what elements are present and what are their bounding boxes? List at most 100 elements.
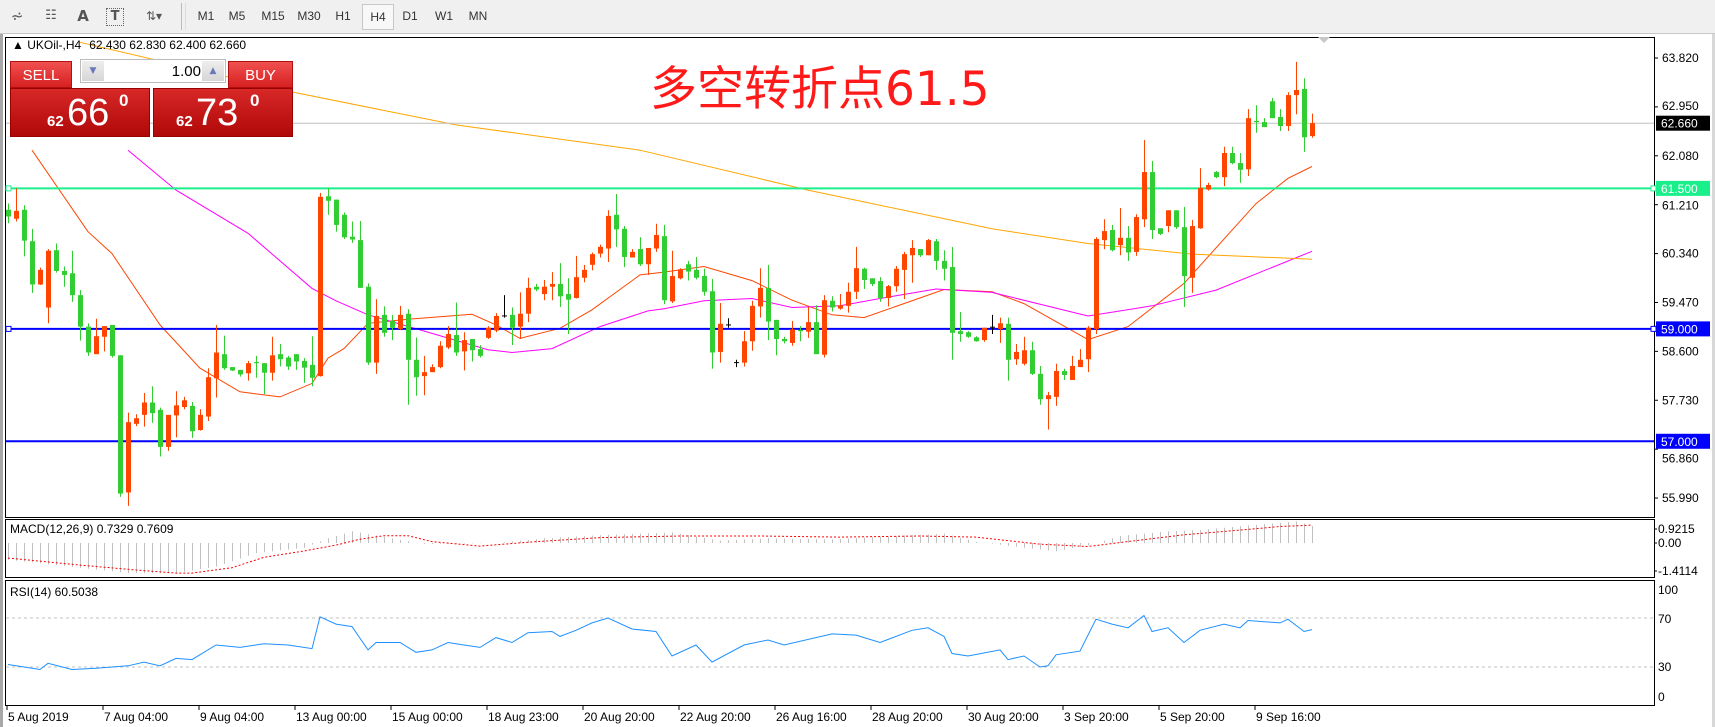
candle[interactable]: [70, 250, 75, 302]
candle[interactable]: [550, 272, 555, 301]
candle[interactable]: [14, 188, 19, 222]
fibonacci-expansion-icon[interactable]: ⩫: [10, 7, 24, 25]
toolbar-grip[interactable]: [185, 3, 186, 30]
candle[interactable]: [1014, 344, 1019, 365]
candle[interactable]: [118, 355, 123, 497]
candle[interactable]: [526, 277, 531, 323]
text-label-icon[interactable]: T: [106, 8, 124, 26]
candle[interactable]: [622, 226, 627, 268]
candle[interactable]: [598, 244, 603, 258]
candle[interactable]: [582, 264, 587, 283]
candle[interactable]: [1278, 109, 1283, 132]
candle[interactable]: [982, 327, 987, 342]
candle[interactable]: [222, 335, 227, 370]
candle[interactable]: [822, 295, 827, 358]
candle[interactable]: [902, 251, 907, 300]
candle[interactable]: [854, 246, 859, 300]
candle[interactable]: [990, 314, 995, 334]
timeframe-m30[interactable]: M30: [297, 9, 321, 23]
candle[interactable]: [150, 386, 155, 423]
candle[interactable]: [62, 266, 67, 287]
candle[interactable]: [678, 268, 683, 280]
timeframe-mn[interactable]: MN: [468, 9, 488, 23]
candle[interactable]: [454, 302, 459, 356]
candle[interactable]: [1030, 341, 1035, 375]
candle[interactable]: [134, 414, 139, 427]
candle[interactable]: [1286, 92, 1291, 132]
candle[interactable]: [310, 336, 315, 387]
candle[interactable]: [710, 278, 715, 369]
candle[interactable]: [878, 277, 883, 302]
candle[interactable]: [1182, 206, 1187, 307]
candle[interactable]: [1110, 224, 1115, 252]
candle[interactable]: [694, 256, 699, 280]
candle[interactable]: [302, 358, 307, 383]
candle[interactable]: [1150, 160, 1155, 239]
candle[interactable]: [326, 188, 331, 215]
timeframe-h4[interactable]: H4: [362, 4, 394, 30]
candle[interactable]: [814, 305, 819, 355]
candle[interactable]: [382, 306, 387, 337]
candle[interactable]: [110, 324, 115, 358]
candle[interactable]: [870, 278, 875, 287]
candle[interactable]: [1246, 109, 1251, 177]
candle[interactable]: [470, 339, 475, 362]
sell-button[interactable]: SELL: [10, 61, 72, 88]
candle[interactable]: [430, 364, 435, 373]
text-icon[interactable]: A: [77, 7, 89, 25]
timeframe-m1[interactable]: M1: [197, 9, 215, 23]
candle[interactable]: [846, 282, 851, 313]
candle[interactable]: [798, 326, 803, 342]
candle[interactable]: [142, 392, 147, 427]
candle[interactable]: [238, 369, 243, 377]
candle[interactable]: [590, 252, 595, 271]
candle[interactable]: [950, 246, 955, 360]
arrows-dropdown-icon[interactable]: ⇅▾: [145, 9, 163, 23]
candle[interactable]: [30, 228, 35, 293]
candle[interactable]: [686, 260, 691, 281]
candle[interactable]: [206, 368, 211, 422]
candle[interactable]: [670, 250, 675, 304]
candle[interactable]: [438, 341, 443, 369]
timeframe-w1[interactable]: W1: [435, 9, 453, 23]
candle[interactable]: [494, 313, 499, 333]
candle[interactable]: [974, 336, 979, 342]
increase-lot-icon[interactable]: ▲: [202, 61, 224, 81]
candle[interactable]: [998, 317, 1003, 343]
candle[interactable]: [1230, 146, 1235, 165]
line-handle[interactable]: [1650, 325, 1657, 332]
candle[interactable]: [1006, 317, 1011, 381]
candle[interactable]: [862, 267, 867, 289]
candle[interactable]: [342, 212, 347, 239]
candle[interactable]: [190, 401, 195, 438]
candle[interactable]: [1054, 363, 1059, 406]
candle[interactable]: [78, 290, 83, 341]
candle[interactable]: [742, 331, 747, 367]
timeframe-m5[interactable]: M5: [228, 9, 246, 23]
candle[interactable]: [662, 224, 667, 305]
lot-size-stepper[interactable]: ▼ ▲: [80, 59, 226, 83]
candle[interactable]: [182, 396, 187, 410]
candle[interactable]: [886, 285, 891, 307]
candle[interactable]: [1126, 226, 1131, 261]
candle[interactable]: [782, 336, 787, 344]
candle[interactable]: [1062, 368, 1067, 381]
candle[interactable]: [518, 292, 523, 339]
collapse-triangle-icon[interactable]: ▲: [12, 38, 27, 52]
candle[interactable]: [446, 326, 451, 350]
candle[interactable]: [1302, 78, 1307, 152]
timeframe-h1[interactable]: H1: [335, 9, 351, 23]
candle[interactable]: [806, 306, 811, 338]
candle[interactable]: [966, 331, 971, 338]
candle[interactable]: [894, 265, 899, 292]
candle[interactable]: [606, 210, 611, 263]
candle[interactable]: [1198, 168, 1203, 229]
candle[interactable]: [102, 326, 107, 352]
candle[interactable]: [286, 355, 291, 370]
candle[interactable]: [6, 203, 11, 224]
candle[interactable]: [630, 249, 635, 258]
candle[interactable]: [366, 283, 371, 365]
candle[interactable]: [1102, 219, 1107, 250]
candle[interactable]: [958, 312, 963, 342]
